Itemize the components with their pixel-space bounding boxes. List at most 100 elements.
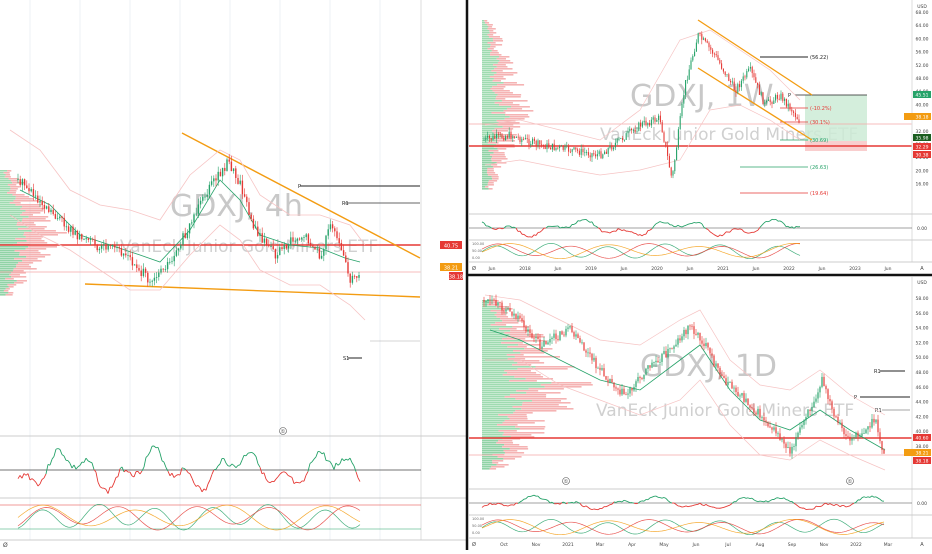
tr-green-value: 45.51: [916, 93, 929, 99]
candle-body: [176, 250, 177, 256]
left-marker-icon[interactable]: ①: [280, 428, 287, 436]
profile-bar-sell: [494, 74, 513, 76]
candle-body: [345, 256, 346, 263]
left-chart-panel[interactable]: GDXJ, 4h VanEck Junior Gold Miners ETF P…: [0, 0, 466, 550]
candle-body: [701, 340, 702, 343]
candle-body: [865, 429, 866, 433]
br-x-tick: Jun: [691, 542, 699, 548]
profile-bar-sell: [503, 434, 532, 436]
candle-body: [861, 433, 862, 436]
profile-bar-buy: [0, 190, 10, 192]
profile-bar-buy: [482, 370, 504, 372]
candle-body: [235, 168, 236, 178]
br-marker-2-icon[interactable]: ①: [847, 478, 854, 486]
profile-bar-sell: [507, 346, 526, 348]
tr-osc-tick-0: 0.00: [472, 256, 480, 260]
profile-bar-sell: [11, 180, 18, 182]
candle-body: [685, 330, 686, 334]
tr-y-tick: 68.00: [916, 10, 929, 16]
profile-bar-buy: [482, 330, 510, 332]
candle-body: [130, 255, 131, 257]
candle-body: [279, 247, 280, 255]
profile-bar-buy: [0, 226, 29, 228]
candle-body: [237, 178, 238, 184]
profile-bar-sell: [4, 172, 10, 174]
candle-body: [622, 138, 623, 140]
candle-body: [61, 217, 62, 218]
top-right-chart-panel[interactable]: GDXJ, 1W VanEck Junior Gold Miners ETF P…: [469, 0, 932, 273]
candle-body: [615, 387, 616, 388]
profile-bar-sell: [25, 210, 43, 212]
br-osc-tick-50: 50.00: [472, 524, 482, 528]
profile-bar-sell: [504, 432, 545, 434]
candle-body: [767, 422, 768, 426]
profile-bar-buy: [0, 182, 12, 184]
candle-body: [215, 178, 216, 180]
profile-bar-sell: [493, 90, 510, 92]
candle-body: [591, 354, 592, 361]
profile-bar-buy: [0, 262, 18, 264]
osc-segment: [708, 506, 710, 507]
tr-y-tick: 52.00: [916, 63, 929, 69]
candle-body: [55, 214, 56, 219]
osc-segment: [786, 500, 788, 501]
candle-body: [699, 33, 700, 34]
candle-body: [535, 337, 536, 338]
profile-bar-sell: [498, 94, 522, 96]
candle-body: [571, 326, 572, 332]
candle-body: [853, 437, 854, 438]
candle-body: [557, 148, 558, 149]
candle-body: [358, 275, 359, 278]
candle-body: [559, 331, 560, 340]
candle-body: [37, 196, 38, 203]
candle-body: [676, 148, 677, 160]
candle-body: [200, 201, 201, 205]
tr-target-box[interactable]: [805, 95, 867, 141]
profile-bar-sell: [13, 194, 25, 196]
profile-bar-buy: [0, 290, 4, 292]
candle-body: [843, 428, 844, 434]
br-watermark-symbol: GDXJ, 1D: [640, 349, 777, 384]
profile-bar-sell: [499, 56, 509, 58]
candle-body: [354, 276, 355, 277]
candle-body: [698, 33, 699, 42]
profile-bar-buy: [482, 94, 498, 96]
candle-body: [290, 237, 291, 244]
br-marker-1-icon[interactable]: ①: [563, 478, 570, 486]
profile-bar-sell: [510, 448, 528, 450]
profile-bar-buy: [482, 24, 487, 26]
tr-y-tick: 32.00: [916, 129, 929, 135]
candle-body: [647, 365, 648, 369]
bottom-right-chart-panel[interactable]: GDXJ, 1D VanEck Junior Gold Miners ETF R…: [469, 277, 932, 550]
candle-body: [491, 138, 492, 140]
profile-bar-buy: [482, 98, 496, 100]
candle-body: [719, 368, 720, 375]
profile-bar-buy: [0, 268, 14, 270]
profile-bar-buy: [482, 30, 489, 32]
profile-bar-buy: [482, 466, 491, 468]
profile-bar-buy: [482, 184, 488, 186]
br-x-tick: Sep: [788, 542, 797, 548]
candle-body: [725, 72, 726, 75]
candle-body: [779, 99, 780, 100]
candle-body: [570, 152, 571, 153]
profile-bar-sell: [10, 202, 21, 204]
candle-body: [863, 433, 864, 434]
tr-watermark-symbol: GDXJ, 1W: [630, 79, 774, 114]
tr-pct2-label: (30.1%): [810, 120, 830, 126]
profile-bar-buy: [0, 232, 24, 234]
profile-bar-buy: [0, 254, 19, 256]
candle-body: [877, 420, 878, 433]
osc-segment: [722, 507, 724, 508]
profile-bar-buy: [0, 180, 11, 182]
candle-body: [775, 95, 776, 100]
profile-bar-sell: [504, 110, 534, 112]
candle-body: [755, 77, 756, 82]
osc-segment: [592, 509, 594, 510]
profile-bar-buy: [482, 366, 535, 368]
candle-body: [491, 299, 492, 300]
profile-bar-buy: [482, 336, 507, 338]
profile-bar-sell: [505, 396, 546, 398]
tr-y-tick: 64.00: [916, 23, 929, 29]
